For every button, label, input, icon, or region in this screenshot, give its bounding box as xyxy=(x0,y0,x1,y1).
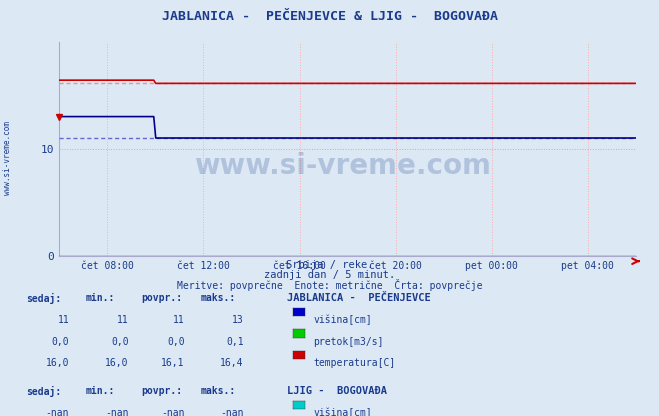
Text: višina[cm]: višina[cm] xyxy=(313,408,372,416)
Text: pretok[m3/s]: pretok[m3/s] xyxy=(313,337,384,347)
Text: povpr.:: povpr.: xyxy=(142,386,183,396)
Text: 16,4: 16,4 xyxy=(220,358,244,368)
Text: 16,0: 16,0 xyxy=(105,358,129,368)
Text: povpr.:: povpr.: xyxy=(142,293,183,303)
Text: LJIG -  BOGOVAĐA: LJIG - BOGOVAĐA xyxy=(287,386,387,396)
Text: 11: 11 xyxy=(117,315,129,325)
Text: sedaj:: sedaj: xyxy=(26,386,61,397)
Text: -nan: -nan xyxy=(105,408,129,416)
Text: 0,0: 0,0 xyxy=(51,337,69,347)
Text: maks.:: maks.: xyxy=(201,293,236,303)
Text: JABLANICA -  PEČENJEVCE: JABLANICA - PEČENJEVCE xyxy=(287,293,430,303)
Text: -nan: -nan xyxy=(220,408,244,416)
Text: sedaj:: sedaj: xyxy=(26,293,61,305)
Text: temperatura[C]: temperatura[C] xyxy=(313,358,395,368)
Text: min.:: min.: xyxy=(86,386,115,396)
Text: višina[cm]: višina[cm] xyxy=(313,315,372,325)
Text: 16,0: 16,0 xyxy=(45,358,69,368)
Text: www.si-vreme.com: www.si-vreme.com xyxy=(3,121,13,195)
Text: 11: 11 xyxy=(57,315,69,325)
Text: -nan: -nan xyxy=(161,408,185,416)
Text: Meritve: povprečne  Enote: metrične  Črta: povprečje: Meritve: povprečne Enote: metrične Črta:… xyxy=(177,279,482,291)
Text: JABLANICA -  PEČENJEVCE & LJIG -  BOGOVAĐA: JABLANICA - PEČENJEVCE & LJIG - BOGOVAĐA xyxy=(161,10,498,23)
Text: 13: 13 xyxy=(232,315,244,325)
Text: 0,0: 0,0 xyxy=(167,337,185,347)
Text: Srbija / reke.: Srbija / reke. xyxy=(286,260,373,270)
Text: 0,0: 0,0 xyxy=(111,337,129,347)
Text: zadnji dan / 5 minut.: zadnji dan / 5 minut. xyxy=(264,270,395,280)
Text: 0,1: 0,1 xyxy=(226,337,244,347)
Text: min.:: min.: xyxy=(86,293,115,303)
Text: 11: 11 xyxy=(173,315,185,325)
Text: www.si-vreme.com: www.si-vreme.com xyxy=(194,152,491,181)
Text: maks.:: maks.: xyxy=(201,386,236,396)
Text: -nan: -nan xyxy=(45,408,69,416)
Text: 16,1: 16,1 xyxy=(161,358,185,368)
